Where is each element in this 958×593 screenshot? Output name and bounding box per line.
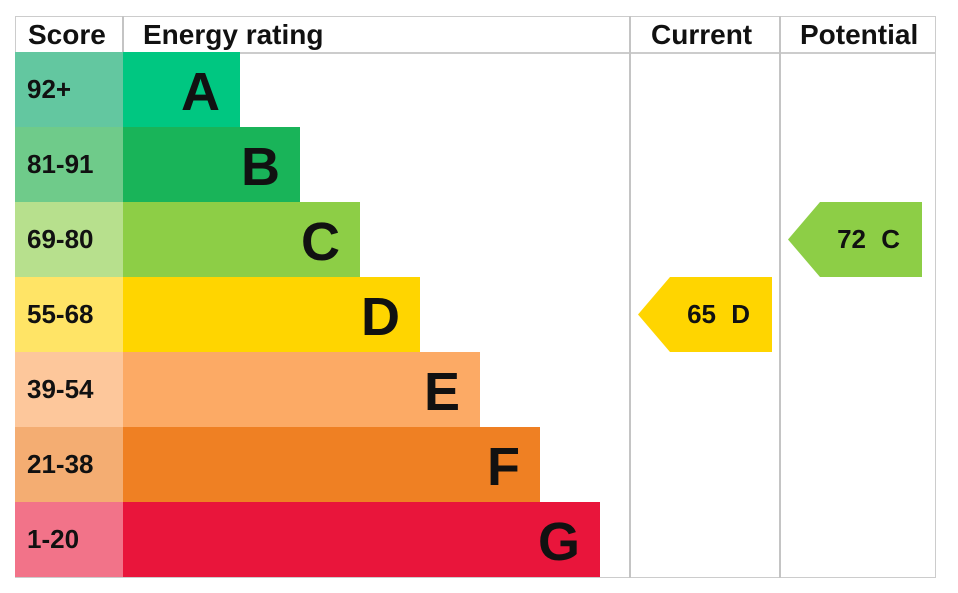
- rating-bar-d: D: [123, 277, 420, 352]
- column-divider: [629, 16, 631, 578]
- rating-bar-g: G: [123, 502, 600, 577]
- rating-bar-e: E: [123, 352, 480, 427]
- rating-bar-c: C: [123, 202, 360, 277]
- column-divider: [779, 16, 781, 578]
- column-divider: [122, 16, 124, 52]
- rating-bar-b: B: [123, 127, 300, 202]
- score-band-e: 39-54: [15, 352, 123, 427]
- score-band-d: 55-68: [15, 277, 123, 352]
- potential-rating-arrow: 72 C: [788, 202, 922, 277]
- rating-bar-f: F: [123, 427, 540, 502]
- header-potential: Potential: [800, 19, 919, 50]
- score-band-b: 81-91: [15, 127, 123, 202]
- header-divider: [15, 52, 936, 54]
- header-energy-rating: Energy rating: [143, 19, 324, 50]
- current-rating-arrow: 65 D: [638, 277, 772, 352]
- rating-bar-a: A: [123, 52, 240, 127]
- header-score: Score: [28, 19, 106, 50]
- score-band-c: 69-80: [15, 202, 123, 277]
- score-band-f: 21-38: [15, 427, 123, 502]
- header-current: Current: [651, 19, 753, 50]
- score-band-g: 1-20: [15, 502, 123, 577]
- score-band-a: 92+: [15, 52, 123, 127]
